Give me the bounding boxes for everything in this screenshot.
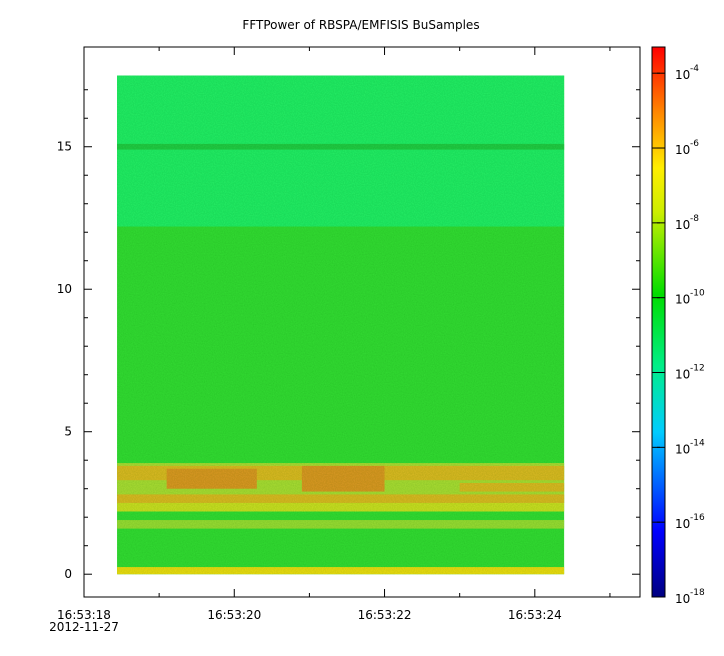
- colorbar-tick-label: 10: [675, 442, 690, 456]
- colorbar-tick-exponent: -6: [690, 139, 699, 149]
- emission-right: [459, 483, 565, 492]
- x-tick-label: 16:53:24: [508, 608, 562, 622]
- y-tick-label: 15: [57, 140, 72, 154]
- x-date-label: 2012-11-27: [49, 620, 119, 634]
- upper-band: [117, 75, 565, 227]
- emission-core-1: [166, 468, 257, 489]
- colorbar-tick-exponent: -14: [690, 438, 705, 448]
- line-15-band: [117, 143, 565, 150]
- colorbar-tick-label: 10: [675, 368, 690, 382]
- y-tick-label: 5: [64, 425, 72, 439]
- x-tick-label: 16:53:22: [358, 608, 412, 622]
- spectrogram-image: [117, 75, 565, 575]
- colorbar-tick-label: 10: [675, 293, 690, 307]
- colorbar-tick-label: 10: [675, 68, 690, 82]
- colorbar-tick-exponent: -16: [690, 513, 705, 523]
- chart-title: FFTPower of RBSPA/EMFISIS BuSamples: [242, 18, 479, 32]
- x-axis: 16:53:18 16:53:20 16:53:22 16:53:24 2012-11-…: [49, 47, 611, 634]
- colorbar-tick-exponent: -4: [690, 64, 699, 74]
- y-tick-label: 0: [64, 567, 72, 581]
- emission-lower: [117, 494, 565, 503]
- emission-core-2: [301, 465, 385, 492]
- colorbar-tick-label: 10: [675, 218, 690, 232]
- colorbar-tick-exponent: -12: [690, 364, 705, 374]
- colorbar-tick-exponent: -10: [690, 289, 705, 299]
- colorbar-tick-label: 10: [675, 592, 690, 606]
- x-tick-label: 16:53:18: [57, 608, 111, 622]
- y-tick-label: 10: [57, 282, 72, 296]
- y-axis: 0 5 10 15: [57, 89, 640, 581]
- low-band-2: [117, 502, 565, 512]
- colorbar-tick-label: 10: [675, 143, 690, 157]
- low-band-1: [117, 520, 565, 529]
- colorbar-tick-label: 10: [675, 517, 690, 531]
- colorbar-tick-exponent: -18: [690, 588, 705, 598]
- x-tick-label: 16:53:20: [207, 608, 261, 622]
- colorbar: [651, 46, 666, 598]
- colorbar-tick-exponent: -8: [690, 214, 699, 224]
- baseline-band: [117, 567, 565, 575]
